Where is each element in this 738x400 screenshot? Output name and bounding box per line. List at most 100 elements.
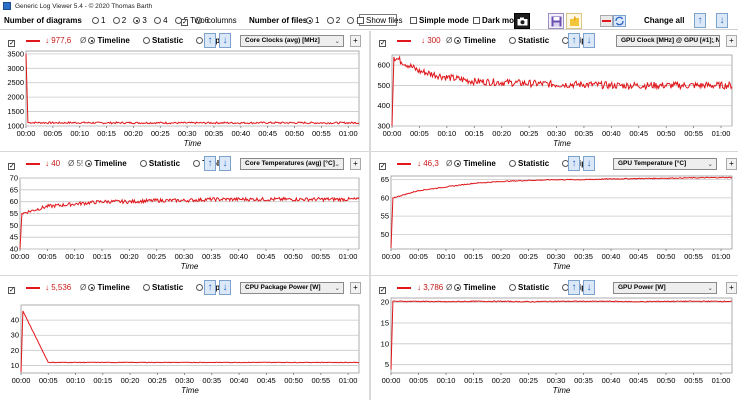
x-tick-label: 00:50: [657, 252, 676, 261]
diagram-option-6[interactable]: 6: [195, 16, 209, 25]
move-down-icon[interactable]: ↓: [583, 156, 595, 171]
mode-timeline[interactable]: Timeline: [454, 36, 496, 45]
add-series-button[interactable]: +: [350, 158, 361, 170]
series-line-swatch[interactable]: [26, 40, 40, 42]
add-series-button[interactable]: +: [726, 282, 737, 294]
mode-timeline[interactable]: Timeline: [85, 159, 127, 168]
move-down-icon[interactable]: ↓: [583, 280, 595, 295]
mode-statistic[interactable]: Statistic: [509, 36, 549, 45]
y-tick-label: 40: [11, 316, 19, 325]
x-tick-label: 00:10: [65, 252, 84, 261]
sensor-select[interactable]: GPU Temperature [°C] ⌄: [613, 158, 717, 170]
mode-timeline[interactable]: Timeline: [454, 159, 496, 168]
mode-triple[interactable]: Triple: [196, 36, 227, 45]
x-tick-label: 00:40: [602, 129, 621, 138]
x-tick-label: 00:40: [602, 252, 621, 261]
panel-visible-checkbox[interactable]: ✓: [8, 40, 15, 47]
panel-visible-checkbox[interactable]: ✓: [8, 287, 15, 294]
y-tick-label: 65: [10, 185, 18, 194]
diagram-option-3[interactable]: 3: [133, 16, 147, 25]
mode-statistic[interactable]: Statistic: [509, 159, 549, 168]
dark-mode-checkbox[interactable]: Dark mod: [473, 16, 519, 25]
y-tick-label: 10: [11, 361, 19, 370]
add-series-button[interactable]: +: [350, 282, 361, 294]
panel-visible-checkbox[interactable]: ✓: [379, 287, 386, 294]
x-tick-label: 00:50: [285, 129, 304, 138]
add-series-button[interactable]: +: [726, 158, 737, 170]
simple-mode-checkbox[interactable]: Simple mode: [410, 16, 469, 25]
x-tick-label: 00:10: [437, 376, 456, 385]
move-down-icon[interactable]: ↓: [583, 33, 595, 48]
simple-mode-label: Simple mode: [419, 16, 469, 25]
refresh-icon[interactable]: [613, 15, 626, 27]
series-line-swatch[interactable]: [397, 163, 411, 165]
mode-statistic[interactable]: Statistic: [139, 159, 180, 168]
x-tick-label: 00:30: [175, 252, 194, 261]
sensor-select[interactable]: GPU Clock [MHz] @ GPU [#1]: NVIDIA:⌄: [616, 35, 720, 47]
mode-timeline[interactable]: Timeline: [88, 36, 130, 45]
x-tick-label: 00:55: [311, 376, 330, 385]
x-tick-label: 00:05: [409, 252, 428, 261]
add-series-button[interactable]: +: [350, 35, 361, 47]
diagram-option-2[interactable]: 2: [112, 16, 126, 25]
x-tick-label: 00:45: [629, 252, 648, 261]
mode-statistic[interactable]: Statistic: [143, 36, 183, 45]
sensor-select[interactable]: Core Temperatures (avg) [°C] ⌄: [240, 158, 344, 170]
x-tick-label: 00:15: [465, 129, 484, 138]
line-color-icon[interactable]: [600, 15, 613, 27]
panel-visible-checkbox[interactable]: ✓: [379, 163, 386, 170]
series-line-swatch[interactable]: [397, 287, 411, 289]
mode-triple[interactable]: Triple: [196, 283, 227, 292]
move-up-icon[interactable]: ↑: [568, 280, 580, 295]
x-axis-title: Time: [553, 386, 571, 395]
move-down-icon[interactable]: ↓: [219, 156, 231, 171]
mode-statistic[interactable]: Statistic: [509, 283, 549, 292]
file-option-2[interactable]: 2: [326, 16, 340, 25]
x-tick-label: 00:45: [629, 129, 648, 138]
diagram-option-1[interactable]: 1: [92, 16, 105, 25]
sensor-select[interactable]: GPU Power [W] ⌄: [613, 282, 717, 294]
folder-icon[interactable]: [566, 13, 582, 29]
x-tick-label: 00:00: [383, 129, 402, 138]
mode-statistic[interactable]: Statistic: [143, 283, 183, 292]
x-tick-label: 00:15: [93, 252, 112, 261]
camera-icon[interactable]: [514, 13, 530, 29]
avg-value: Ø 5!: [68, 159, 84, 168]
mode-timeline[interactable]: Timeline: [88, 283, 130, 292]
diagram-panel-2: ✓ ↓ 300 Ø Timeline Statistic Triple ↑ ↓ …: [371, 31, 738, 150]
move-up-icon[interactable]: ↑: [568, 33, 580, 48]
x-tick-label: 00:30: [547, 376, 566, 385]
sensor-select[interactable]: CPU Package Power [W] ⌄: [240, 282, 344, 294]
move-up-icon[interactable]: ↑: [204, 33, 216, 48]
mode-timeline[interactable]: Timeline: [454, 283, 496, 292]
move-down-icon[interactable]: ↓: [219, 280, 231, 295]
x-tick-label: 01:00: [712, 129, 731, 138]
move-up-icon[interactable]: ↑: [568, 156, 580, 171]
series-line-swatch[interactable]: [26, 163, 40, 165]
min-value: ↓ 300: [421, 36, 441, 45]
move-up-icon[interactable]: ↑: [204, 156, 216, 171]
chevron-down-icon: ⌄: [710, 38, 716, 45]
panel-visible-checkbox[interactable]: ✓: [8, 163, 15, 170]
file-option-1[interactable]: 1: [306, 16, 319, 25]
save-icon[interactable]: [548, 13, 564, 29]
x-tick-label: 00:05: [410, 129, 429, 138]
series-line-swatch[interactable]: [397, 40, 411, 42]
diagram-option-4[interactable]: 4: [154, 16, 168, 25]
panel-visible-checkbox[interactable]: ✓: [379, 40, 386, 47]
x-tick-label: 00:15: [93, 376, 112, 385]
two-columns-checkbox[interactable]: ✓ Two columns: [181, 16, 237, 26]
x-tick-label: 00:25: [520, 129, 539, 138]
add-series-button[interactable]: +: [726, 35, 737, 47]
move-up-icon[interactable]: ↑: [204, 280, 216, 295]
y-tick-label: 600: [377, 61, 390, 70]
arrow-up-icon[interactable]: ↑: [694, 13, 706, 28]
x-axis-title: Time: [553, 262, 571, 271]
series-line-swatch[interactable]: [26, 287, 40, 289]
min-value: ↓ 46,3: [417, 159, 439, 168]
y-tick-label: 3000: [7, 64, 24, 73]
arrow-down-icon[interactable]: ↓: [716, 13, 728, 28]
show-files-checkbox[interactable]: Show files: [357, 16, 402, 25]
move-down-icon[interactable]: ↓: [219, 33, 231, 48]
sensor-select[interactable]: Core Clocks (avg) [MHz] ⌄: [240, 35, 344, 47]
